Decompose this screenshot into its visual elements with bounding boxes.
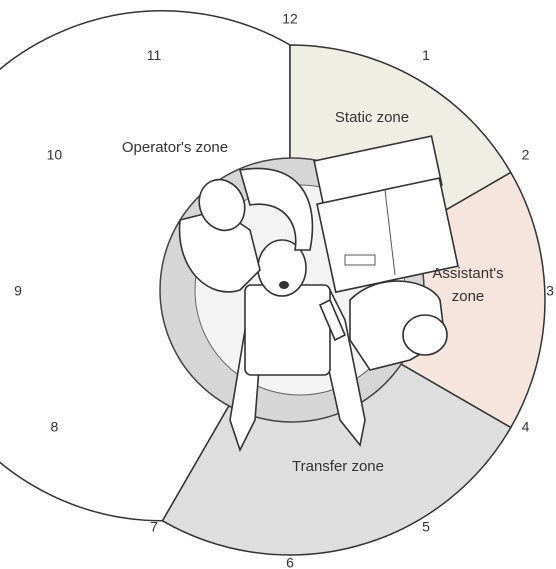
transfer-zone (161, 298, 512, 556)
clock-number: 12 (282, 11, 298, 27)
clock-number: 9 (14, 283, 22, 299)
clock-number: 3 (546, 283, 554, 299)
zone-label: Operator's zone (122, 139, 228, 156)
clock-number: 8 (51, 419, 59, 435)
zone-label: Static zone (335, 109, 409, 126)
instrument-cart (313, 135, 459, 294)
clock-number: 11 (147, 47, 162, 63)
zone-label: Assistant's (432, 265, 503, 282)
clock-number: 1 (422, 47, 430, 63)
assistant (318, 280, 448, 371)
clock-number: 4 (522, 419, 530, 435)
clock-number: 10 (47, 147, 63, 163)
operator (178, 167, 314, 293)
clock-number: 7 (150, 518, 158, 534)
clock-number: 6 (286, 555, 294, 569)
clock-number: 5 (422, 518, 430, 534)
zone-label: zone (452, 288, 485, 305)
zone-label: Transfer zone (292, 458, 384, 475)
clock-number: 2 (522, 147, 530, 163)
